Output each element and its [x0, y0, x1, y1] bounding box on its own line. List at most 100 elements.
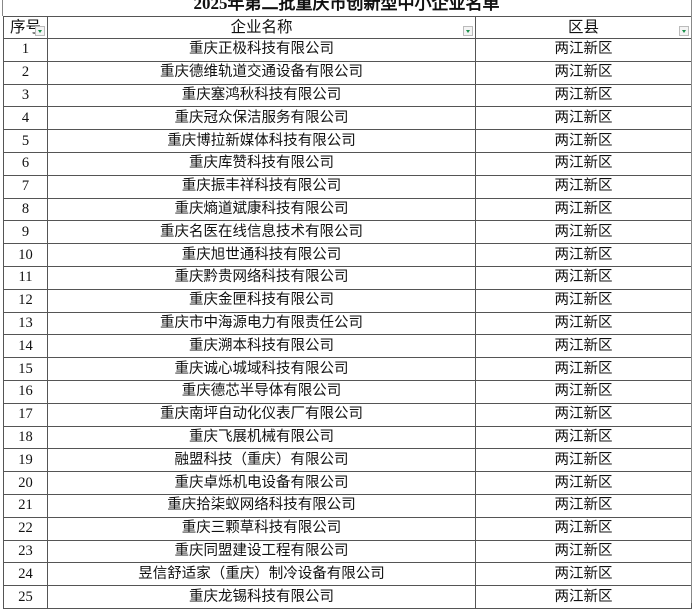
cell-company-name[interactable]: 重庆库赞科技有限公司	[47, 151, 476, 176]
cell-district[interactable]: 两江新区	[475, 174, 692, 199]
table-row: 17 重庆南坪自动化仪表厂有限公司 两江新区	[3, 402, 692, 427]
cell-company-name[interactable]: 重庆塞鸿秋科技有限公司	[47, 83, 476, 108]
cell-seq[interactable]: 9	[3, 220, 48, 245]
cell-district[interactable]: 两江新区	[475, 402, 692, 427]
cell-company-name[interactable]: 重庆冠众保洁服务有限公司	[47, 106, 476, 131]
cell-company-name[interactable]: 重庆诚心城域科技有限公司	[47, 357, 476, 381]
cell-district[interactable]: 两江新区	[475, 539, 692, 564]
cell-seq[interactable]: 17	[3, 402, 48, 427]
cell-district[interactable]: 两江新区	[475, 220, 692, 245]
cell-company-name[interactable]: 重庆拾柒蚁网络科技有限公司	[47, 493, 476, 518]
cell-seq[interactable]: 10	[3, 243, 48, 267]
cell-company-name[interactable]: 重庆南坪自动化仪表厂有限公司	[47, 402, 476, 427]
cell-district[interactable]: 两江新区	[475, 83, 692, 108]
cell-seq[interactable]: 2	[3, 60, 48, 85]
cell-district[interactable]: 两江新区	[475, 471, 692, 495]
cell-company-name[interactable]: 重庆德维轨道交通设备有限公司	[47, 60, 476, 85]
cell-seq[interactable]: 11	[3, 265, 48, 290]
table-row: 25 重庆龙锡科技有限公司 两江新区	[3, 585, 692, 609]
cell-company-name[interactable]: 重庆同盟建设工程有限公司	[47, 539, 476, 564]
cell-company-name[interactable]: 重庆黔贵网络科技有限公司	[47, 265, 476, 290]
cell-company-name[interactable]: 重庆飞展机械有限公司	[47, 425, 476, 450]
header-row: 序号 企业名称 区县	[3, 16, 692, 39]
filter-dropdown-icon[interactable]	[463, 26, 473, 36]
cell-district[interactable]: 两江新区	[475, 379, 692, 404]
table-row: 7 重庆振丰祥科技有限公司 两江新区	[3, 174, 692, 199]
cell-seq[interactable]: 12	[3, 288, 48, 313]
cell-seq[interactable]: 25	[3, 585, 48, 609]
cell-company-name[interactable]: 重庆龙锡科技有限公司	[47, 585, 476, 609]
cell-district[interactable]: 两江新区	[475, 288, 692, 313]
cell-seq[interactable]: 3	[3, 83, 48, 108]
filter-dropdown-icon[interactable]	[35, 26, 45, 36]
cell-company-name[interactable]: 重庆金匣科技有限公司	[47, 288, 476, 313]
table-row: 20 重庆卓烁机电设备有限公司 两江新区	[3, 471, 692, 495]
cell-seq[interactable]: 20	[3, 471, 48, 495]
table-row: 8 重庆熵道斌康科技有限公司 两江新区	[3, 197, 692, 222]
cell-seq[interactable]: 16	[3, 379, 48, 404]
table-row: 15 重庆诚心城域科技有限公司 两江新区	[3, 357, 692, 381]
cell-district[interactable]: 两江新区	[475, 197, 692, 222]
cell-seq[interactable]: 6	[3, 151, 48, 176]
cell-company-name[interactable]: 重庆名医在线信息技术有限公司	[47, 220, 476, 245]
cell-district[interactable]: 两江新区	[475, 562, 692, 587]
cell-district[interactable]: 两江新区	[475, 311, 692, 336]
table-row: 3 重庆塞鸿秋科技有限公司 两江新区	[3, 83, 692, 108]
table-row: 14 重庆溯本科技有限公司 两江新区	[3, 334, 692, 359]
cell-seq[interactable]: 4	[3, 106, 48, 131]
cell-seq[interactable]: 13	[3, 311, 48, 336]
cell-company-name[interactable]: 重庆溯本科技有限公司	[47, 334, 476, 359]
sheet-title: 2025年第二批重庆市创新型中小企业名单	[193, 0, 500, 13]
table-row: 5 重庆博拉新媒体科技有限公司 两江新区	[3, 129, 692, 153]
table-row: 4 重庆冠众保洁服务有限公司 两江新区	[3, 106, 692, 131]
table-row: 22 重庆三颗草科技有限公司 两江新区	[3, 516, 692, 541]
cell-district[interactable]: 两江新区	[475, 334, 692, 359]
header-seq[interactable]: 序号	[3, 16, 48, 39]
table-row: 1 重庆正极科技有限公司 两江新区	[3, 38, 692, 62]
cell-district[interactable]: 两江新区	[475, 516, 692, 541]
cell-company-name[interactable]: 重庆卓烁机电设备有限公司	[47, 471, 476, 495]
cell-seq[interactable]: 1	[3, 38, 48, 62]
cell-district[interactable]: 两江新区	[475, 493, 692, 518]
cell-seq[interactable]: 14	[3, 334, 48, 359]
cell-district[interactable]: 两江新区	[475, 106, 692, 131]
cell-company-name[interactable]: 重庆振丰祥科技有限公司	[47, 174, 476, 199]
cell-company-name[interactable]: 融盟科技（重庆）有限公司	[47, 448, 476, 473]
header-district[interactable]: 区县	[475, 16, 692, 39]
cell-district[interactable]: 两江新区	[475, 585, 692, 609]
cell-seq[interactable]: 7	[3, 174, 48, 199]
cell-district[interactable]: 两江新区	[475, 425, 692, 450]
border-line	[2, 0, 3, 16]
cell-seq[interactable]: 23	[3, 539, 48, 564]
cell-seq[interactable]: 15	[3, 357, 48, 381]
cell-company-name[interactable]: 重庆市中海源电力有限责任公司	[47, 311, 476, 336]
cell-company-name[interactable]: 重庆德芯半导体有限公司	[47, 379, 476, 404]
cell-seq[interactable]: 22	[3, 516, 48, 541]
cell-seq[interactable]: 21	[3, 493, 48, 518]
table-row: 24 昱信舒适家（重庆）制冷设备有限公司 两江新区	[3, 562, 692, 587]
cell-company-name[interactable]: 重庆三颗草科技有限公司	[47, 516, 476, 541]
cell-seq[interactable]: 24	[3, 562, 48, 587]
filter-dropdown-icon[interactable]	[679, 26, 689, 36]
cell-company-name[interactable]: 重庆熵道斌康科技有限公司	[47, 197, 476, 222]
cell-company-name[interactable]: 重庆旭世通科技有限公司	[47, 243, 476, 267]
cell-district[interactable]: 两江新区	[475, 243, 692, 267]
cell-district[interactable]: 两江新区	[475, 448, 692, 473]
cell-seq[interactable]: 18	[3, 425, 48, 450]
cell-seq[interactable]: 8	[3, 197, 48, 222]
cell-company-name[interactable]: 昱信舒适家（重庆）制冷设备有限公司	[47, 562, 476, 587]
cell-district[interactable]: 两江新区	[475, 151, 692, 176]
cell-company-name[interactable]: 重庆博拉新媒体科技有限公司	[47, 129, 476, 153]
cell-district[interactable]: 两江新区	[475, 60, 692, 85]
border-line	[691, 0, 692, 603]
cell-company-name[interactable]: 重庆正极科技有限公司	[47, 38, 476, 62]
table-row: 6 重庆库赞科技有限公司 两江新区	[3, 151, 692, 176]
cell-district[interactable]: 两江新区	[475, 357, 692, 381]
cell-district[interactable]: 两江新区	[475, 265, 692, 290]
cell-district[interactable]: 两江新区	[475, 38, 692, 62]
cell-district[interactable]: 两江新区	[475, 129, 692, 153]
header-company-name[interactable]: 企业名称	[47, 16, 476, 39]
cell-seq[interactable]: 19	[3, 448, 48, 473]
cell-seq[interactable]: 5	[3, 129, 48, 153]
table-row: 23 重庆同盟建设工程有限公司 两江新区	[3, 539, 692, 564]
